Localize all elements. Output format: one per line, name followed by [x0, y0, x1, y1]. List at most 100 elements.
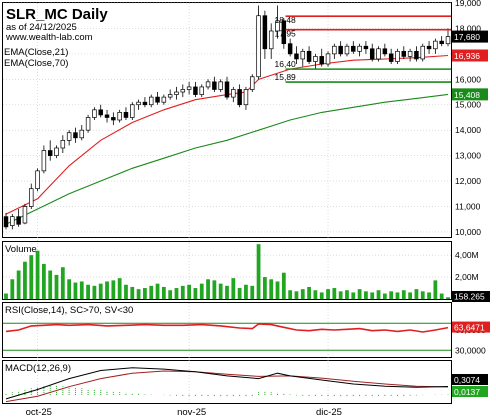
chart-site: www.wealth-lab.com [5, 32, 93, 43]
candle [357, 43, 362, 57]
chart-title: SLR_MC Daily [6, 6, 108, 23]
candle-body [130, 104, 135, 118]
candle-body [388, 53, 394, 62]
volume-bar [351, 292, 356, 299]
candle-body [98, 109, 103, 116]
candle-body [250, 76, 255, 90]
volume-bar [427, 292, 431, 299]
axis-layer: oct-25nov-25dic-2519,00018,00017,00016,0… [26, 0, 490, 418]
volume-bar [300, 289, 305, 299]
candle [35, 168, 40, 192]
volume-bar [332, 288, 337, 299]
last-value-badge [452, 88, 488, 101]
candle-body [414, 50, 419, 60]
candle-body [193, 86, 198, 95]
candle-body [60, 139, 66, 149]
candle-body [338, 45, 343, 55]
candle-body [275, 20, 280, 32]
volume-bar [389, 291, 394, 299]
candle [148, 94, 154, 108]
candle-body [420, 45, 425, 60]
volume-bar [10, 279, 15, 299]
candle [199, 84, 204, 98]
volume-bar [143, 288, 147, 299]
candle [111, 112, 116, 126]
candle-body [54, 147, 59, 156]
candle [186, 81, 192, 95]
candle [294, 46, 299, 65]
volume-bar [73, 282, 78, 299]
vol-y-tick-label: 2,00M [455, 272, 479, 282]
x-tick-label: nov-25 [177, 407, 206, 418]
volume-bar [124, 284, 128, 299]
volume-bar [439, 293, 444, 299]
volume-bar [67, 279, 72, 299]
vol-last-value: 158.265 [454, 292, 485, 302]
macd-signal-line [5, 370, 449, 403]
volume-bar [218, 283, 223, 299]
candle [344, 43, 350, 57]
candle [47, 140, 53, 161]
volume-bar [35, 250, 40, 299]
volume-bar [262, 277, 267, 299]
candle [319, 48, 324, 67]
candle-body [357, 45, 362, 52]
candle-body [92, 109, 97, 118]
candle-body [382, 48, 388, 55]
candle [174, 86, 179, 100]
candle-body [218, 81, 223, 90]
candle-body [161, 96, 167, 103]
candle-body [237, 89, 242, 106]
candle [218, 79, 223, 93]
volume-bar [168, 290, 173, 299]
volume-bar [319, 292, 324, 299]
candle [382, 43, 388, 57]
candle-body [256, 15, 261, 78]
ema21-line [5, 54, 449, 215]
candle-body [205, 81, 211, 88]
macd-last-value: 0,3074 [454, 375, 480, 385]
candle [262, 10, 268, 59]
volume-bar [98, 283, 103, 299]
candle-body [111, 117, 116, 121]
vol-y-tick-label: 4,00M [455, 250, 479, 260]
macd-hist-last-badge [452, 386, 488, 397]
candle [92, 107, 97, 120]
candle [256, 5, 261, 80]
candle-body [268, 30, 274, 50]
candle-body [148, 96, 154, 106]
volume-bar [117, 278, 122, 299]
price-layer: 18,48 17,95 16,40 15,89 [3, 5, 451, 230]
candle [66, 130, 72, 146]
rsi-line [5, 323, 449, 333]
volume-bar [446, 297, 450, 299]
volume-bar [414, 289, 419, 299]
volume-bar [212, 280, 217, 299]
volume-bar [105, 281, 109, 299]
candle [313, 53, 318, 70]
candle-body [287, 43, 293, 55]
price-y-tick-label: 13,000 [455, 151, 481, 161]
macd-panel-frame [2, 360, 452, 404]
candle-body [426, 45, 432, 50]
candle [161, 94, 167, 105]
candle [212, 76, 217, 93]
candle [414, 46, 419, 62]
candle [16, 209, 21, 227]
vol-last-badge [452, 291, 490, 302]
candle [268, 23, 274, 59]
candle-body [351, 45, 356, 52]
volume-bar [48, 270, 53, 299]
volume-bar [206, 279, 210, 299]
candle-body [22, 206, 28, 224]
last-value-text: 17,680 [454, 32, 480, 42]
candle [98, 104, 103, 118]
candle-body [79, 129, 85, 139]
last-value-text: 15,408 [454, 90, 480, 100]
candle [287, 38, 293, 57]
candle-body [300, 50, 306, 60]
candle-body [117, 112, 122, 121]
volume-bar [256, 244, 261, 299]
candle-body [407, 50, 413, 57]
volume-bar [161, 286, 166, 299]
